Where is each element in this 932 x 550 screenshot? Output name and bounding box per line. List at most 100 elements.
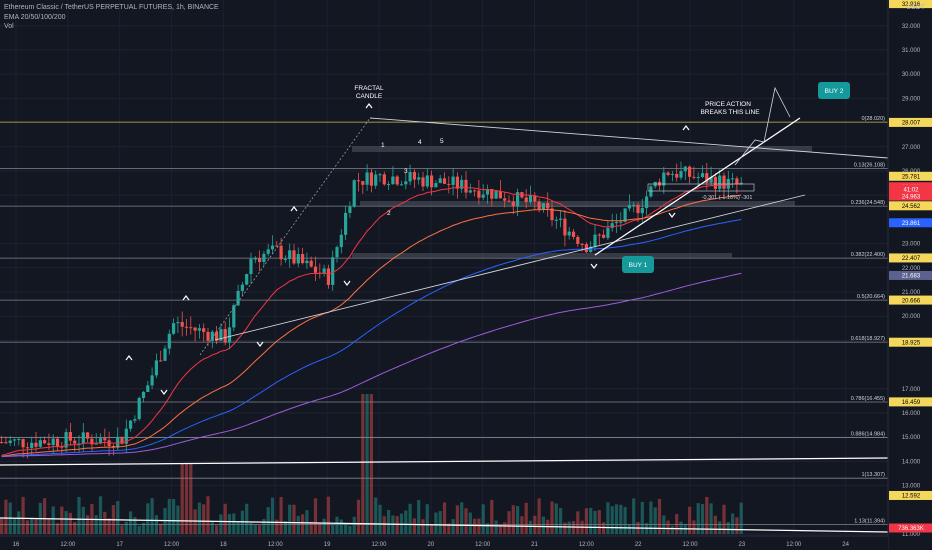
candle-body	[550, 208, 554, 221]
down-arrow-icon	[160, 389, 168, 395]
time-tick-label: 12:00	[786, 542, 802, 548]
volume-bar	[507, 511, 511, 534]
candle-body	[279, 245, 283, 260]
down-arrow-icon	[668, 212, 676, 218]
volume-bar	[494, 520, 498, 534]
volume-bar	[313, 498, 318, 534]
volume-bar	[94, 515, 98, 534]
volume-bar	[81, 506, 85, 534]
up-arrow-icon	[682, 125, 690, 131]
candle-body	[141, 391, 146, 398]
candle-body	[202, 328, 206, 332]
price-tag-label: 18.925	[902, 340, 921, 346]
candle-body	[705, 173, 709, 183]
candle-body	[94, 443, 98, 445]
candle-body	[322, 268, 326, 274]
candle-body	[606, 227, 610, 238]
price-tag	[889, 295, 932, 305]
volume-bar	[344, 523, 348, 534]
candle-body	[627, 205, 631, 209]
price-tick-label: 32.000	[902, 24, 921, 30]
support-zone-mid	[360, 201, 795, 207]
time-axis-bg	[0, 536, 888, 550]
candle-body	[68, 432, 72, 441]
bottom-trend-line	[0, 457, 889, 466]
candle-body	[683, 166, 687, 172]
candle-body	[722, 175, 726, 189]
ema-line	[1, 272, 742, 458]
trend-lines[interactable]	[0, 86, 889, 533]
volume-bar	[623, 506, 627, 534]
candle-body	[387, 184, 391, 186]
candle-body	[253, 258, 257, 260]
candle-body	[675, 173, 679, 178]
volume-bar	[305, 510, 309, 534]
volume-bar	[735, 517, 739, 534]
candle-body	[77, 443, 81, 445]
buy2-callout[interactable]	[818, 82, 850, 99]
up-arrow-icon	[125, 355, 133, 361]
candle-body	[73, 440, 77, 444]
candle-body	[546, 203, 550, 209]
price-tick-label: 30.000	[902, 72, 921, 78]
volume-bar	[202, 504, 206, 534]
candle-body	[692, 176, 696, 178]
volume-bar	[335, 516, 339, 534]
fib-label: 1(13.307)	[861, 472, 885, 478]
volume-bar	[369, 394, 373, 534]
ema-legend[interactable]: EMA 20/50/100/200	[4, 14, 66, 21]
candle-body	[602, 234, 606, 238]
time-tick-label: 20	[427, 542, 434, 548]
volume-bar	[352, 516, 356, 534]
base-trend-line	[0, 517, 889, 533]
volume-bar	[331, 524, 335, 534]
candle-body	[735, 178, 739, 185]
time-tick-label: 24	[842, 542, 849, 548]
volume-bar	[180, 464, 184, 534]
candle-body	[21, 439, 25, 448]
buy1-callout[interactable]	[622, 256, 654, 273]
candle-body	[395, 176, 399, 185]
up-arrow-icon	[182, 295, 190, 301]
time-axis[interactable]: 16 12:00 17 12:00 18 12:00 19 12:00 20 12:00 21 12:…	[0, 535, 888, 550]
candle-body	[365, 172, 369, 185]
volume-bar	[288, 504, 292, 534]
volume-bar	[524, 502, 528, 534]
price-axis[interactable]: 32.00031.00030.00029.00027.00026.00025.0…	[887, 0, 932, 550]
price-tick-label: 27.000	[902, 145, 921, 151]
volume-bar	[593, 510, 597, 534]
price-tag	[889, 184, 932, 194]
volume-bar	[657, 498, 662, 534]
candle-body	[206, 331, 210, 341]
volume-bar	[606, 502, 610, 534]
candle-body	[266, 249, 270, 254]
volume-bar	[490, 499, 494, 534]
fractal-label-1: FRACTAL	[354, 85, 384, 92]
fib-label: 0.786(16.455)	[851, 396, 885, 402]
candle-body	[245, 273, 249, 285]
volume-bar	[602, 522, 606, 534]
price-tag	[889, 191, 932, 201]
support-zones	[352, 146, 812, 259]
volume-bar	[653, 507, 657, 534]
candle-body	[632, 204, 636, 206]
price-tag-label: 24.562	[902, 204, 921, 210]
candle-body	[473, 190, 477, 192]
breaks-label-1: PRICE ACTION	[705, 101, 751, 108]
measure-box	[647, 183, 755, 192]
projection-path	[734, 86, 791, 166]
volume-bar	[55, 523, 60, 534]
candle-body	[154, 360, 158, 376]
candle-body	[38, 440, 42, 447]
candle-body	[326, 268, 330, 285]
candle-body	[494, 191, 498, 199]
volume-bar	[610, 506, 614, 534]
candle-body	[593, 234, 597, 247]
candle-body	[464, 179, 468, 193]
down-arrow-icon	[256, 341, 264, 347]
volume-bar	[533, 515, 537, 534]
volume-bar	[189, 464, 193, 534]
volume-legend[interactable]: Vol	[4, 23, 14, 30]
candle-body	[150, 375, 154, 386]
